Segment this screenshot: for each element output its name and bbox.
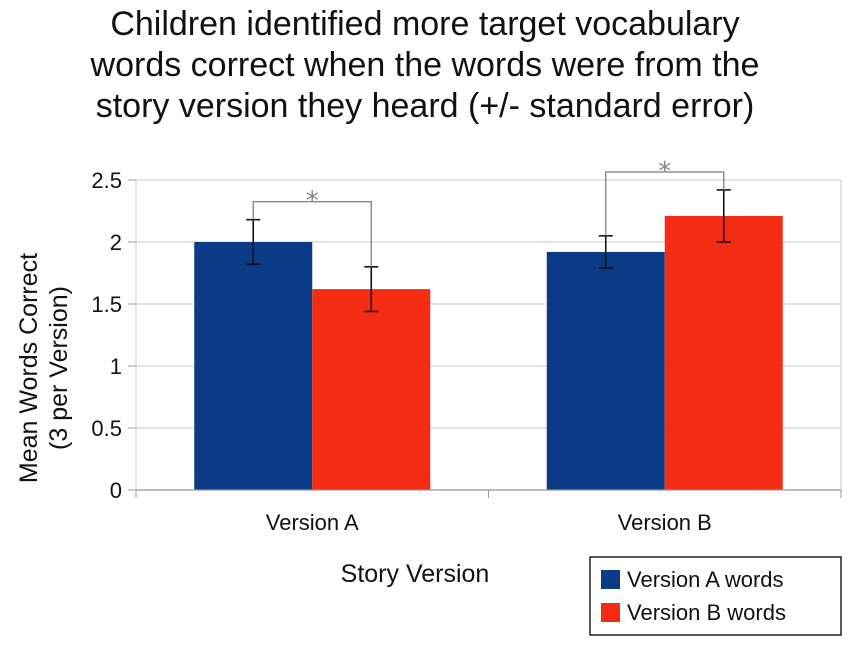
significance-star: *: [306, 187, 319, 217]
x-tick-labels: Version A Version B: [266, 510, 712, 535]
y-axis-label-line-2: (3 per Version): [45, 286, 73, 450]
bar-version-b-words-version-a: [312, 289, 431, 490]
y-axis-label-line-1: Mean Words Correct: [15, 253, 43, 483]
axes: [128, 179, 842, 498]
x-tick-label: Version A: [266, 510, 359, 535]
error-bars: [246, 189, 731, 313]
legend-swatch-version-b: [601, 603, 620, 622]
bar-version-a-words-version-b: [546, 251, 665, 490]
bar-version-b-words-version-b: [664, 215, 783, 490]
bar-version-a-words-version-a: [194, 242, 313, 490]
x-tick-label: Version B: [618, 510, 712, 535]
y-tick-labels: 0 0.5 1 1.5 2 2.5: [91, 168, 122, 503]
legend-label-version-b: Version B words: [627, 600, 786, 625]
chart-title-line-1: Children identified more target vocabula…: [110, 5, 740, 43]
significance-star: *: [658, 157, 671, 187]
bars: [194, 215, 783, 490]
chart-title-line-2: words correct when the words were from t…: [90, 46, 760, 84]
y-tick-label: 1: [110, 354, 122, 379]
legend-label-version-a: Version A words: [627, 567, 784, 592]
significance-bracket: [605, 171, 725, 236]
legend-swatch-version-a: [601, 570, 620, 589]
y-tick-label: 2: [110, 230, 122, 255]
y-tick-label: 0: [110, 478, 122, 503]
legend-border: [589, 556, 842, 636]
x-axis-label: Story Version: [341, 560, 490, 588]
y-tick-label: 2.5: [91, 168, 122, 193]
y-tick-label: 1.5: [91, 292, 122, 317]
significance-bracket: [252, 200, 372, 267]
significance-brackets: **: [252, 157, 725, 267]
chart-title-line-3: story version they heard (+/- standard e…: [95, 87, 755, 125]
y-tick-label: 0.5: [91, 416, 122, 441]
legend: Version A words Version B words: [589, 556, 842, 636]
chart-title: Children identified more target vocabula…: [0, 4, 850, 127]
